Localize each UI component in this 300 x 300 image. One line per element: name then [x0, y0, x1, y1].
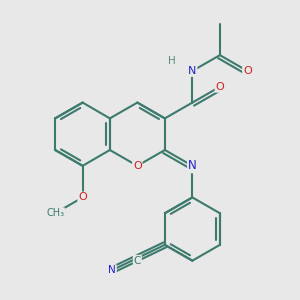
Text: N: N: [188, 66, 196, 76]
Text: CH₃: CH₃: [46, 208, 64, 218]
Text: C: C: [134, 256, 141, 266]
Text: O: O: [78, 192, 87, 203]
Text: O: O: [243, 66, 252, 76]
Text: O: O: [215, 82, 224, 92]
Text: H: H: [168, 56, 176, 67]
Text: N: N: [108, 265, 116, 275]
Text: N: N: [188, 159, 197, 172]
Text: O: O: [133, 161, 142, 171]
